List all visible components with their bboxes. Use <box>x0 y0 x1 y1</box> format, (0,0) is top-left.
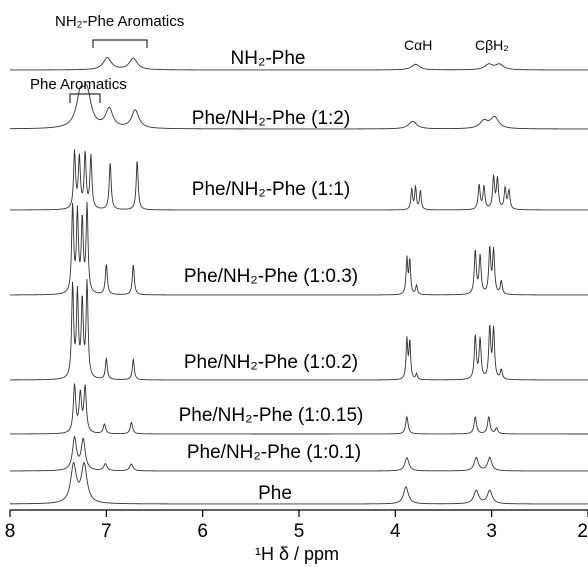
cb-h2-label: CβH₂ <box>475 37 509 53</box>
annotations <box>69 39 148 103</box>
spectrum-trace-1 <box>10 84 588 130</box>
nh2-aromatics-bracket <box>92 39 148 48</box>
spectrum-trace-6 <box>10 435 588 472</box>
series-label-nh2-phe: NH₂-Phe <box>231 48 306 69</box>
spectrum-trace-2 <box>10 149 588 211</box>
x-tick-label: 4 <box>390 521 401 542</box>
phe-aromatics-label: Phe Aromatics <box>30 76 127 93</box>
spectrum-trace-7 <box>10 461 588 505</box>
series-label-phe: Phe <box>258 483 292 504</box>
spectrum-trace-4 <box>9 279 588 381</box>
spectrum-trace-3 <box>10 201 588 296</box>
series-label-1-0.3: Phe/NH₂-Phe (1:0.3) <box>184 266 358 287</box>
x-tick-label: 8 <box>5 521 16 542</box>
x-tick-label: 6 <box>197 521 208 542</box>
spectra-layer <box>9 57 588 505</box>
phe-aromatics-bracket <box>69 93 101 103</box>
series-label-1-0.1: Phe/NH₂-Phe (1:0.1) <box>187 442 361 463</box>
x-axis-label: ¹H δ / ppm <box>255 544 339 564</box>
ca-h-label: CαH <box>404 37 432 53</box>
nh2-aromatics-label: NH₂-Phe Aromatics <box>55 13 184 30</box>
spectrum-trace-5 <box>10 383 588 435</box>
x-tick-label: 3 <box>486 521 497 542</box>
spectrum-trace-0 <box>10 57 588 71</box>
x-tick-label: 5 <box>294 521 305 542</box>
series-label-1-0.2: Phe/NH₂-Phe (1:0.2) <box>184 352 358 373</box>
x-tick-label: 7 <box>101 521 112 542</box>
series-label-1-2: Phe/NH₂-Phe (1:2) <box>192 108 350 129</box>
series-label-1-0.15: Phe/NH₂-Phe (1:0.15) <box>179 405 364 426</box>
series-label-1-1: Phe/NH₂-Phe (1:1) <box>192 179 350 200</box>
x-axis-ticks: 8 7 6 5 4 3 2 <box>5 510 588 542</box>
x-tick-label: 2 <box>577 521 588 542</box>
